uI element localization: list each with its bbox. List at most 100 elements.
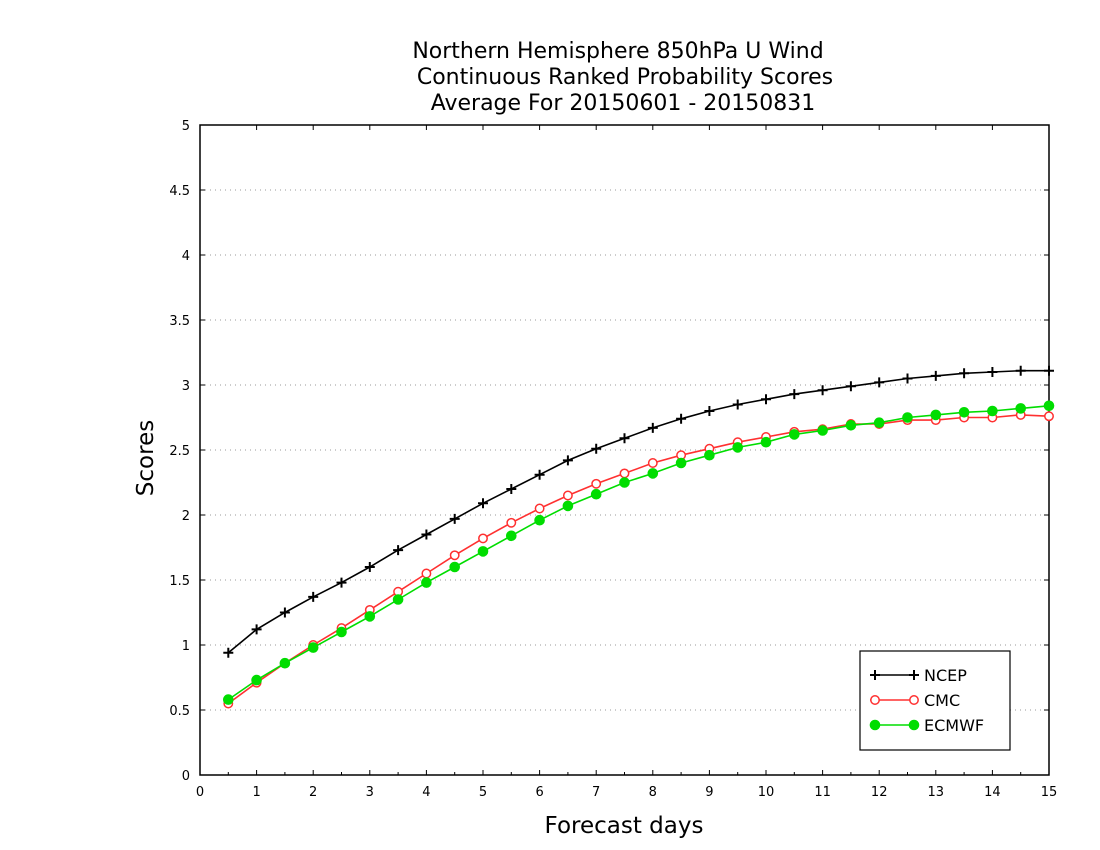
legend-label: CMC <box>924 691 960 710</box>
data-point-marker <box>817 425 828 436</box>
data-point-marker <box>562 500 574 512</box>
data-point-marker <box>1044 365 1054 376</box>
x-tick-label: 3 <box>366 785 374 800</box>
series-group <box>223 365 1055 709</box>
legend-item: NCEP <box>870 666 967 685</box>
x-tick-label: 2 <box>309 785 317 800</box>
legend-label: ECMWF <box>924 716 984 735</box>
y-tick-label: 4.5 <box>169 184 190 199</box>
data-point-marker <box>647 468 659 479</box>
data-point-marker <box>732 442 744 453</box>
data-point-marker <box>477 546 489 557</box>
data-point-marker <box>590 488 602 500</box>
chart-title-line-2: Continuous Ranked Probability Scores <box>417 65 833 90</box>
y-tick-label: 1 <box>182 639 190 654</box>
data-point-marker <box>789 429 800 440</box>
data-point-marker <box>279 657 291 669</box>
data-point-marker <box>364 611 376 622</box>
x-tick-label: 9 <box>705 785 713 800</box>
y-tick-label: 1.5 <box>169 574 190 589</box>
x-tick-label: 10 <box>758 785 775 800</box>
series-ecmwf <box>223 400 1055 705</box>
data-point-marker <box>909 695 919 705</box>
legend: NCEP CMC ECMWF <box>859 650 1011 751</box>
data-point-marker <box>307 642 319 653</box>
y-tick-label: 0 <box>182 769 190 784</box>
data-point-marker <box>506 484 517 494</box>
data-point-marker <box>676 413 687 424</box>
data-point-marker <box>1044 411 1054 422</box>
x-axis: 0 1 2 3 4 5 6 7 8 9 10 11 12 13 14 15 <box>196 125 1057 800</box>
data-point-marker <box>534 503 545 514</box>
data-point-marker <box>1015 403 1027 414</box>
data-point-marker <box>1043 400 1055 412</box>
data-point-marker <box>393 545 404 556</box>
data-point-marker <box>869 719 881 731</box>
y-tick-label: 2 <box>182 509 190 524</box>
x-tick-label: 0 <box>196 785 204 800</box>
data-point-marker <box>959 368 970 379</box>
data-point-marker <box>873 417 885 429</box>
series-line <box>227 369 1049 654</box>
legend-item: CMC <box>870 691 960 710</box>
y-tick-label: 3 <box>182 379 190 394</box>
data-point-marker <box>909 670 919 680</box>
data-point-marker <box>478 533 488 544</box>
data-point-marker <box>251 624 262 635</box>
y-tick-label: 5 <box>182 119 190 134</box>
data-point-marker <box>279 607 290 618</box>
y-axis: 0 0.5 1 1.5 2 2.5 3 3.5 4 4.5 5 <box>169 119 1049 784</box>
x-tick-label: 14 <box>984 785 1001 800</box>
data-point-marker <box>308 591 319 602</box>
data-point-marker <box>704 406 715 416</box>
data-point-marker <box>760 436 772 448</box>
data-point-marker <box>930 409 942 421</box>
legend-item: ECMWF <box>869 716 984 735</box>
data-point-marker <box>619 477 630 488</box>
legend-label: NCEP <box>924 666 967 685</box>
data-point-marker <box>449 513 460 524</box>
x-tick-label: 15 <box>1041 785 1058 800</box>
data-point-marker <box>870 670 880 680</box>
data-point-marker <box>364 562 375 572</box>
data-point-marker <box>591 478 602 489</box>
data-point-marker <box>761 394 771 405</box>
data-point-marker <box>902 412 913 423</box>
x-tick-label: 7 <box>592 785 600 800</box>
data-point-marker <box>704 449 715 461</box>
chart-title: Northern Hemisphere 850hPa U Wind Contin… <box>412 39 833 116</box>
x-tick-label: 8 <box>649 785 657 800</box>
data-point-marker <box>845 381 856 392</box>
data-point-marker <box>223 647 234 658</box>
data-point-marker <box>647 422 658 433</box>
x-tick-label: 1 <box>252 785 260 800</box>
y-axis-title: Scores <box>133 420 159 496</box>
y-tick-label: 3.5 <box>169 314 190 329</box>
data-point-marker <box>958 407 970 418</box>
data-point-marker <box>789 389 800 400</box>
data-point-marker <box>902 373 913 384</box>
x-tick-label: 4 <box>422 785 430 800</box>
y-tick-label: 0.5 <box>169 704 190 719</box>
data-point-marker <box>449 550 460 561</box>
data-point-marker <box>506 517 517 528</box>
data-point-marker <box>449 561 461 573</box>
data-point-marker <box>392 594 404 605</box>
data-point-marker <box>562 455 573 466</box>
x-axis-title: Forecast days <box>545 813 704 839</box>
data-point-marker <box>845 420 857 431</box>
data-point-marker <box>421 568 432 579</box>
x-tick-label: 5 <box>479 785 487 800</box>
data-point-marker <box>534 469 545 480</box>
data-point-marker <box>619 433 630 444</box>
data-point-marker <box>987 405 998 417</box>
data-point-marker <box>732 399 743 410</box>
chart-title-line-3: Average For 20150601 - 20150831 <box>431 91 816 116</box>
data-point-marker <box>1015 365 1026 376</box>
data-point-marker <box>930 370 941 381</box>
data-point-marker <box>506 530 517 542</box>
x-tick-label: 13 <box>928 785 945 800</box>
data-point-marker <box>223 694 234 705</box>
data-point-marker <box>421 529 432 540</box>
